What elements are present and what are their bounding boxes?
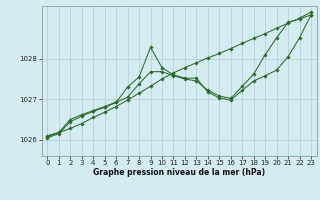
X-axis label: Graphe pression niveau de la mer (hPa): Graphe pression niveau de la mer (hPa) [93, 168, 265, 177]
